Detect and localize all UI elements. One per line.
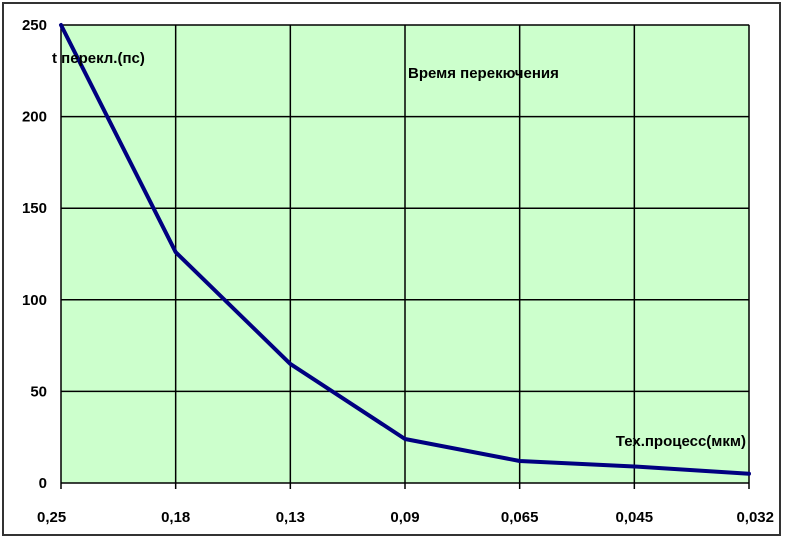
- x-tick-label: 0,09: [390, 509, 419, 526]
- x-tick-label: 0,25: [37, 509, 66, 526]
- y-tick-label: 250: [22, 17, 47, 34]
- x-tick-label: 0,032: [736, 509, 774, 526]
- x-tick-label: 0,045: [616, 509, 654, 526]
- chart-title: Время перекючения: [408, 65, 559, 82]
- y-tick-label: 100: [22, 292, 47, 309]
- y-tick-labels: 0 50 100 150 200 250: [22, 17, 47, 492]
- series-line: [59, 23, 751, 476]
- x-tick-label: 0,065: [501, 509, 539, 526]
- x-tick-labels: 0,25 0,18 0,13 0,09 0,065 0,045 0,032: [37, 509, 774, 526]
- x-tick-label: 0,13: [276, 509, 305, 526]
- y-tick-label: 0: [39, 475, 47, 492]
- x-tick-label: 0,18: [161, 509, 190, 526]
- x-axis-label: Тех.процесс(мкм): [616, 433, 746, 450]
- y-tick-label: 200: [22, 109, 47, 126]
- y-axis-label: t перекл.(пс): [52, 50, 145, 67]
- y-tick-label: 150: [22, 200, 47, 217]
- y-tick-label: 50: [30, 383, 47, 400]
- grid: [60, 24, 750, 489]
